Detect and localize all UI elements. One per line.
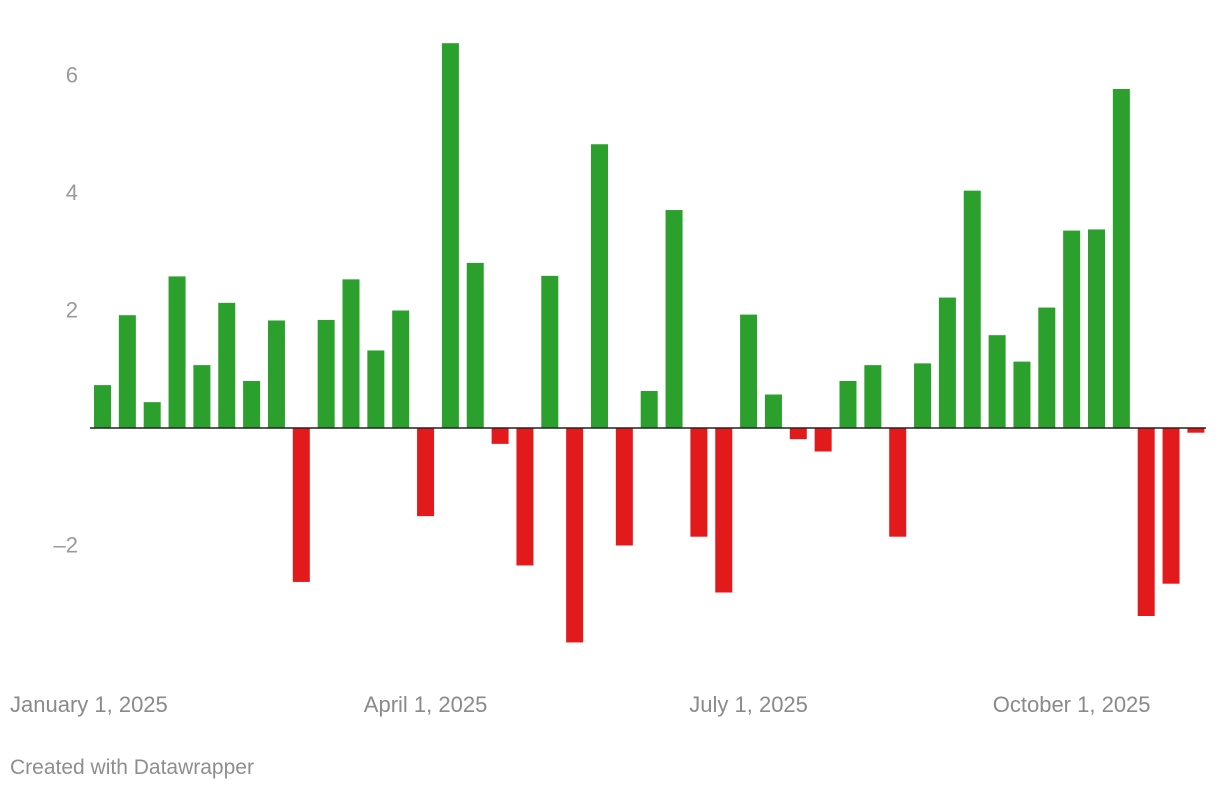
- bars: [94, 43, 1205, 643]
- bar-positive: [218, 302, 236, 428]
- bar-negative: [814, 428, 832, 452]
- bar-positive: [392, 310, 410, 428]
- bar-negative: [715, 428, 733, 593]
- bar-positive: [864, 365, 882, 428]
- bar-positive: [1063, 230, 1081, 428]
- credit-text: Created with Datawrapper: [10, 756, 254, 779]
- bar-positive: [1013, 361, 1031, 428]
- bar-positive: [640, 390, 658, 428]
- bar-negative: [516, 428, 534, 566]
- bar-negative: [292, 428, 310, 582]
- bar-positive: [342, 279, 360, 428]
- bar-negative: [1162, 428, 1180, 584]
- x-tick-label: January 1, 2025: [10, 692, 168, 717]
- bar-positive: [938, 297, 956, 428]
- x-tick-label: April 1, 2025: [364, 692, 488, 717]
- bar-negative: [789, 428, 807, 440]
- bar-positive: [118, 315, 136, 428]
- bar-positive: [1038, 307, 1056, 428]
- x-tick-label: July 1, 2025: [689, 692, 808, 717]
- bar-negative: [1187, 428, 1205, 433]
- bar-negative: [889, 428, 907, 537]
- bar-negative: [1137, 428, 1155, 616]
- bar-positive: [665, 210, 683, 428]
- bar-positive: [914, 363, 932, 429]
- bar-positive: [740, 314, 758, 428]
- x-tick-label: October 1, 2025: [993, 692, 1151, 717]
- bar-positive: [317, 319, 335, 428]
- bar-negative: [491, 428, 509, 444]
- x-axis: January 1, 2025 April 1, 2025 July 1, 2025…: [10, 692, 1151, 717]
- bar-positive: [441, 43, 459, 428]
- bar-negative: [615, 428, 633, 546]
- bar-positive: [764, 394, 782, 428]
- y-tick-label: 2: [66, 298, 78, 323]
- bar-negative: [417, 428, 435, 517]
- bar-positive: [1112, 89, 1130, 428]
- bar-positive: [193, 365, 211, 428]
- y-tick-label: 4: [66, 180, 78, 205]
- bar-positive: [988, 335, 1006, 429]
- bar-positive: [1088, 229, 1105, 428]
- bar-positive: [243, 381, 261, 428]
- bar-positive: [466, 262, 484, 428]
- bar-positive: [143, 402, 161, 428]
- bar-positive: [168, 276, 186, 428]
- bar-negative: [690, 428, 708, 537]
- bar-positive: [839, 381, 857, 428]
- bar-positive: [367, 350, 385, 428]
- bar-positive: [541, 275, 559, 428]
- bar-positive: [591, 144, 608, 429]
- y-axis: 6 4 2 –2: [54, 63, 78, 558]
- y-tick-label: 6: [66, 63, 78, 88]
- bar-positive: [267, 320, 285, 428]
- bar-positive: [963, 190, 981, 428]
- bar-negative: [566, 428, 584, 643]
- y-tick-label: –2: [54, 533, 78, 558]
- bar-positive: [94, 385, 111, 428]
